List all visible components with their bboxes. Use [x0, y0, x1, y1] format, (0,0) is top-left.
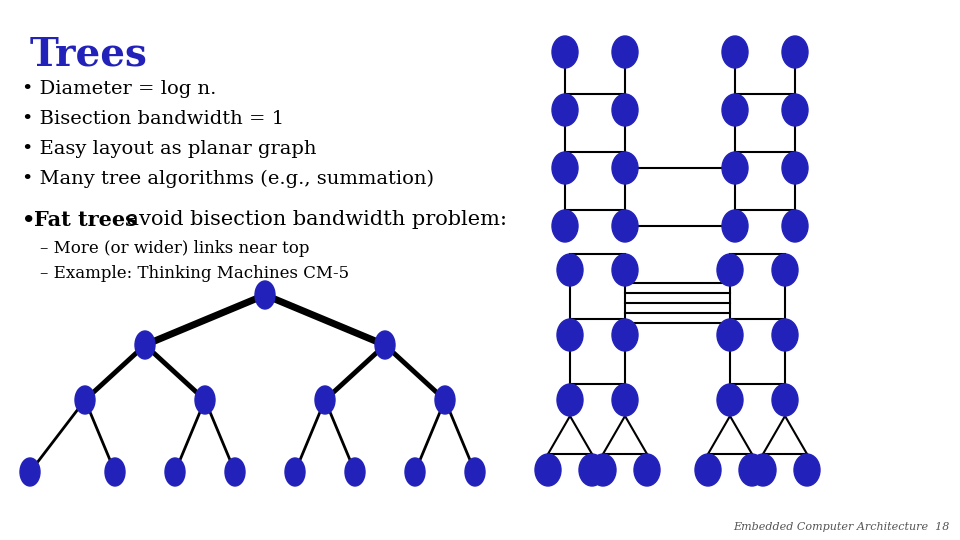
Ellipse shape — [135, 331, 155, 359]
Text: Fat trees: Fat trees — [34, 210, 137, 230]
Text: •: • — [22, 210, 42, 230]
Ellipse shape — [717, 319, 743, 351]
Ellipse shape — [612, 384, 638, 416]
Ellipse shape — [225, 458, 245, 486]
Ellipse shape — [590, 454, 616, 486]
Ellipse shape — [717, 384, 743, 416]
Ellipse shape — [315, 386, 335, 414]
Ellipse shape — [722, 210, 748, 242]
Ellipse shape — [195, 386, 215, 414]
Text: • Many tree algorithms (e.g., summation): • Many tree algorithms (e.g., summation) — [22, 170, 434, 188]
Ellipse shape — [105, 458, 125, 486]
Text: avoid bisection bandwidth problem:: avoid bisection bandwidth problem: — [120, 210, 507, 229]
Ellipse shape — [612, 319, 638, 351]
Ellipse shape — [634, 454, 660, 486]
Ellipse shape — [255, 281, 275, 309]
Ellipse shape — [612, 94, 638, 126]
Ellipse shape — [772, 319, 798, 351]
Ellipse shape — [557, 319, 583, 351]
Ellipse shape — [612, 254, 638, 286]
Ellipse shape — [722, 152, 748, 184]
Text: • Bisection bandwidth = 1: • Bisection bandwidth = 1 — [22, 110, 284, 128]
Ellipse shape — [772, 254, 798, 286]
Ellipse shape — [722, 36, 748, 68]
Text: – More (or wider) links near top: – More (or wider) links near top — [40, 240, 309, 257]
Ellipse shape — [285, 458, 305, 486]
Ellipse shape — [375, 331, 395, 359]
Text: Trees: Trees — [30, 35, 148, 73]
Ellipse shape — [739, 454, 765, 486]
Ellipse shape — [20, 458, 40, 486]
Ellipse shape — [695, 454, 721, 486]
Ellipse shape — [405, 458, 425, 486]
Ellipse shape — [557, 384, 583, 416]
Ellipse shape — [435, 386, 455, 414]
Ellipse shape — [552, 94, 578, 126]
Ellipse shape — [75, 386, 95, 414]
Ellipse shape — [535, 454, 561, 486]
Ellipse shape — [552, 152, 578, 184]
Text: • Diameter = log n.: • Diameter = log n. — [22, 80, 216, 98]
Text: • Easy layout as planar graph: • Easy layout as planar graph — [22, 140, 317, 158]
Text: – Example: Thinking Machines CM-5: – Example: Thinking Machines CM-5 — [40, 265, 349, 282]
Ellipse shape — [722, 94, 748, 126]
Ellipse shape — [782, 36, 808, 68]
Text: Embedded Computer Architecture  18: Embedded Computer Architecture 18 — [733, 522, 950, 532]
Ellipse shape — [612, 152, 638, 184]
Ellipse shape — [557, 254, 583, 286]
Ellipse shape — [612, 36, 638, 68]
Ellipse shape — [750, 454, 776, 486]
Ellipse shape — [579, 454, 605, 486]
Ellipse shape — [782, 210, 808, 242]
Ellipse shape — [552, 36, 578, 68]
Ellipse shape — [772, 384, 798, 416]
Ellipse shape — [465, 458, 485, 486]
Ellipse shape — [782, 94, 808, 126]
Ellipse shape — [345, 458, 365, 486]
Ellipse shape — [717, 254, 743, 286]
Ellipse shape — [552, 210, 578, 242]
Ellipse shape — [612, 210, 638, 242]
Ellipse shape — [794, 454, 820, 486]
Ellipse shape — [782, 152, 808, 184]
Ellipse shape — [165, 458, 185, 486]
